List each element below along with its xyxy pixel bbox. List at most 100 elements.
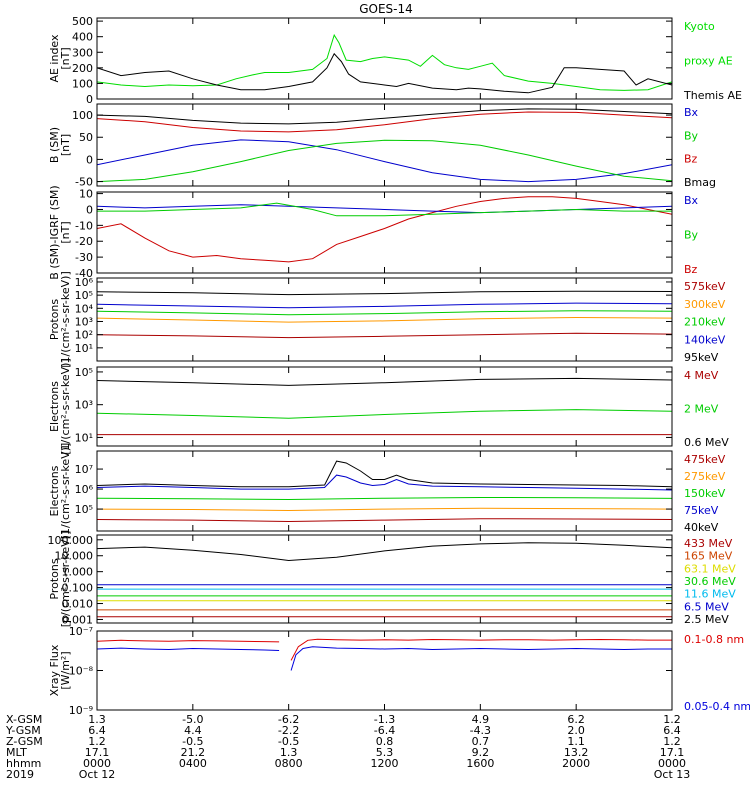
panel-7-ylabel-0: Xray Flux: [48, 644, 61, 696]
axis-cell-3-3: 5.3: [376, 746, 394, 759]
panel-5-legend-1: 275keV: [684, 470, 726, 483]
panel-0-ytick-label-2: 200: [72, 62, 93, 75]
panel-6-ytick-label-0: 0.001: [62, 613, 94, 626]
panel-7-ylabel-1: [W/m²]: [59, 651, 72, 689]
panel-2-ytick-label-4: 0: [86, 203, 93, 216]
panel-7-series: [97, 638, 672, 671]
panel-6-series: [97, 542, 672, 618]
panel-2: -40 -30 -20 -10 0 10 B (SM)-IGRF (SM)[nT] Bx By B…: [48, 185, 699, 280]
panel-1-series-0: [97, 108, 672, 125]
axis-cell-4-3: 9.2: [472, 746, 490, 759]
panel-3-ylabel-0: Protons: [48, 299, 61, 340]
panel-6-legend-2: 63.1 MeV: [684, 562, 736, 575]
panel-0-ytick-label-1: 100: [72, 77, 93, 90]
panel-5-series: [97, 460, 672, 523]
axis-cell-2-4: 0800: [275, 757, 303, 770]
panel-4-legend-2: 0.6 MeV: [684, 436, 729, 449]
panel-3-legend-4: 95keV: [684, 351, 719, 364]
panel-4-series-1: [97, 409, 672, 419]
axis-cell-1-0: -5.0: [182, 713, 203, 726]
panel-6-ytick-label-2: 0.100: [62, 582, 94, 595]
panel-4-legend-1: 2 MeV: [684, 403, 719, 416]
panel-5-ytick-label-2: 10⁷: [75, 463, 93, 476]
panel-3-ytick-label-1: 10²: [75, 329, 93, 342]
panel-2-ylabel-1: [nT]: [59, 221, 72, 243]
panel-0-series: [97, 33, 672, 94]
axis-cell-6-0: 1.2: [663, 713, 681, 726]
axis-cell-3-2: 0.8: [376, 735, 394, 748]
panel-4-ytick-label-2: 10⁵: [75, 366, 93, 379]
panel-2-ytick-label-5: 10: [79, 188, 93, 201]
panel-3-ylabel-1: [1/(cm²-s-sr-keV)]: [59, 271, 72, 368]
axis-cell-5-0: 6.2: [567, 713, 585, 726]
panel-3-legend-3: 140keV: [684, 333, 726, 346]
panel-1-ytick-label-2: 50: [79, 131, 93, 144]
panel-6-legend-5: 6.5 MeV: [684, 600, 729, 613]
panel-7-series-1: [290, 638, 672, 661]
axis-cell-6-2: 1.2: [663, 735, 681, 748]
panel-0-ylabel-0: AE index: [48, 34, 61, 83]
panel-0-ylabel-1: [nT]: [59, 47, 72, 69]
panel-5-series-2: [97, 496, 672, 501]
panel-6: 0.001 0.010 0.100 1.000 10.000 100.000 Protons…: [48, 531, 737, 628]
axis-cell-0-3: 17.1: [85, 746, 110, 759]
panel-1: -50 0 50 100 B (SM)[nT] Bx By Bz Bmag: [48, 103, 716, 189]
panel-2-ytick-label-0: -40: [75, 267, 93, 280]
panel-4-ytick-label-0: 10¹: [75, 431, 93, 444]
panel-2-frame: [96, 191, 673, 274]
panel-6-ytick-label-4: 10.000: [55, 550, 94, 563]
panel-3-series-3: [97, 316, 672, 323]
panel-4-series-0: [97, 377, 672, 386]
panel-3-ytick-label-3: 10⁴: [75, 302, 94, 315]
chart-title: GOES-14: [359, 2, 413, 16]
panel-3-series-0: [97, 290, 672, 296]
axis-cell-2-2: -0.5: [278, 735, 299, 748]
panel-4-ytick-label-1: 10³: [75, 399, 93, 412]
axis-cell-0-4: 0000: [83, 757, 111, 770]
axis-cell-6-5: Oct 13: [654, 768, 691, 781]
panel-5-ytick-label-0: 10⁵: [75, 503, 93, 516]
panel-6-ytick-label-3: 1.000: [62, 566, 94, 579]
axis-cell-1-1: 4.4: [184, 724, 202, 737]
axis-cell-4-0: 4.9: [472, 713, 490, 726]
panel-5-series-3: [97, 507, 672, 512]
panel-1-series-3: [97, 139, 672, 183]
panel-0-frame: [96, 17, 673, 100]
panel-6-legend-4: 11.6 MeV: [684, 588, 736, 601]
axis-cell-1-3: 21.2: [181, 746, 206, 759]
panel-2-ylabel-0: B (SM)-IGRF (SM): [48, 185, 61, 279]
axis-cell-5-1: 2.0: [567, 724, 585, 737]
panel-1-ytick-label-0: -50: [75, 176, 93, 189]
panel-3-series-2: [97, 310, 672, 316]
panel-0-series-0: [97, 33, 672, 91]
panel-3-series: [97, 290, 672, 339]
panel-1-series-2: [97, 139, 672, 183]
axis-cell-5-4: 2000: [562, 757, 590, 770]
panel-5-series-4: [97, 518, 672, 523]
panel-7: 10⁻⁹ 10⁻⁸ 10⁻⁷ Xray Flux[W/m²] 0.1-0.8 nm 0.0…: [48, 625, 750, 717]
panel-1-legend-2: Bz: [684, 153, 698, 166]
panel-4-legend-0: 4 MeV: [684, 369, 719, 382]
panel-1-ylabel-1: [nT]: [59, 134, 72, 156]
panel-4-ylabel-1: [1/(cm²-s-sr-keV)]: [59, 358, 72, 455]
bottom-axis-table: X-GSMY-GSMZ-GSMMLThhmm20191.36.41.217.10…: [5, 713, 690, 781]
axis-cell-4-1: -4.3: [470, 724, 491, 737]
panel-3-legend-2: 210keV: [684, 316, 726, 329]
axis-cell-4-4: 1600: [466, 757, 494, 770]
axis-row-label-5: 2019: [6, 768, 34, 781]
panel-6-series-0: [97, 542, 672, 562]
axis-cell-6-3: 17.1: [660, 746, 685, 759]
panel-5-series-0: [97, 460, 672, 488]
axis-cell-1-4: 0400: [179, 757, 207, 770]
panel-7-ytick-label-1: 10⁻⁸: [69, 665, 94, 678]
panel-2-legend-2: Bz: [684, 263, 698, 276]
axis-cell-0-0: 1.3: [88, 713, 106, 726]
panel-5-legend-2: 150keV: [684, 487, 726, 500]
axis-cell-6-4: 0000: [658, 757, 686, 770]
panel-2-series-1: [97, 204, 672, 214]
panel-0-ytick-label-0: 0: [86, 93, 93, 106]
axis-cell-5-3: 13.2: [564, 746, 589, 759]
panel-7-legend-0: 0.1-0.8 nm: [684, 633, 744, 646]
axis-cell-2-1: -2.2: [278, 724, 299, 737]
panel-7-legend-1: 0.05-0.4 nm: [684, 700, 750, 713]
